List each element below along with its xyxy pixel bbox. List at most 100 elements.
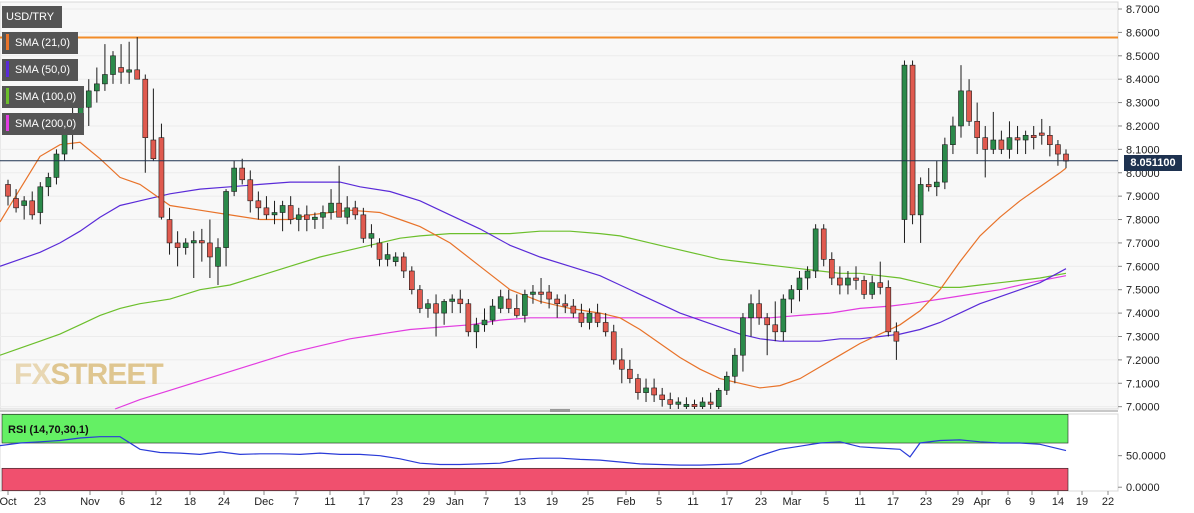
candle-bullish [748, 303, 754, 319]
sma-50-swatch [6, 61, 9, 78]
legend-sma-50[interactable]: SMA (50,0) [2, 59, 79, 81]
candle-bearish [5, 184, 11, 197]
candle-bearish [538, 291, 544, 295]
candle-bearish [336, 202, 342, 218]
candle-bullish [473, 324, 480, 333]
y-tick-label: 7.3000 [1126, 331, 1160, 343]
candle-bullish [933, 181, 940, 188]
candle-bearish [1055, 144, 1061, 155]
x-tick-label: 6 [1005, 496, 1011, 508]
candle-bearish [909, 64, 916, 216]
x-tick-label: 5 [656, 496, 662, 508]
candle-bullish [45, 177, 52, 188]
candle-bearish [651, 387, 657, 396]
candle-bullish [312, 216, 318, 220]
x-tick-label: 23 [34, 496, 46, 508]
candle-bullish [530, 291, 536, 295]
y-tick-label: 7.1000 [1126, 378, 1160, 390]
y-tick-label: 7.7000 [1126, 238, 1160, 250]
candle-bullish [942, 144, 948, 183]
candle-bearish [974, 120, 980, 138]
rsi-line [0, 436, 1067, 466]
candle-bearish [352, 207, 359, 216]
x-tick-label: 11 [324, 496, 335, 508]
candle-bullish [958, 90, 964, 127]
rsi-oversold-zone [1, 467, 1069, 491]
candle-bearish [578, 312, 585, 323]
rsi-overbought-zone [1, 414, 1069, 444]
candle-bearish [570, 305, 577, 314]
y-tick-label: 7.4000 [1126, 308, 1160, 320]
candle-bearish [764, 317, 770, 326]
sma-200-label: SMA (200,0) [15, 118, 77, 130]
legend-sma-100[interactable]: SMA (100,0) [2, 86, 85, 108]
candle-bearish [893, 331, 900, 342]
candle-bearish [207, 242, 213, 258]
candle-bullish [215, 247, 221, 267]
x-tick-label: Jan [446, 496, 464, 508]
candle-bearish [618, 359, 625, 370]
candle-bullish [901, 64, 908, 220]
candle-bullish [522, 294, 528, 316]
candle-bullish [699, 401, 706, 407]
sma-100-swatch [6, 88, 9, 105]
candle-bearish [602, 322, 609, 333]
y-tick-label: 7.2000 [1126, 355, 1160, 367]
candle-bullish [740, 317, 746, 356]
x-tick-label: 25 [582, 496, 594, 508]
candle-bearish [1047, 135, 1053, 145]
last-price-tag: 8.051100 [1124, 155, 1182, 171]
candle-bullish [489, 305, 496, 321]
candle-bearish [1038, 132, 1045, 136]
candle-bullish [279, 205, 286, 213]
candle-bullish [586, 312, 593, 323]
rsi-tick-label: 0.0000 [1126, 482, 1160, 494]
x-tick-label: 17 [721, 496, 733, 508]
y-tick-label: 8.1000 [1126, 144, 1160, 156]
candle-bearish [166, 219, 173, 244]
x-tick-label: 23 [391, 496, 403, 508]
candle-bullish [796, 277, 803, 291]
y-tick-label: 7.6000 [1126, 261, 1160, 273]
candle-bullish [85, 90, 92, 108]
candle-bullish [271, 212, 278, 216]
candle-bearish [514, 308, 520, 316]
candle-bullish [497, 296, 504, 309]
legend-sma-200[interactable]: SMA (200,0) [2, 113, 85, 135]
candle-bearish [691, 404, 698, 407]
candle-bearish [772, 324, 779, 333]
candle-bearish [925, 184, 932, 188]
sma-100-line [0, 230, 1067, 356]
y-tick-label: 7.5000 [1126, 285, 1160, 297]
candle-bullish [392, 256, 399, 262]
candle-bearish [627, 368, 633, 379]
x-tick-label: 29 [423, 496, 435, 508]
y-tick-label: 7.0000 [1126, 402, 1160, 414]
candle-bullish [812, 228, 819, 272]
candle-bullish [223, 191, 229, 248]
y-tick-label: 7.8000 [1126, 215, 1160, 227]
candle-bullish [320, 212, 326, 218]
sma-50-label: SMA (50,0) [15, 64, 71, 76]
y-tick-label: 8.2000 [1126, 121, 1160, 133]
candle-bullish [715, 389, 722, 407]
fxstreet-logo: FXSTREET [14, 358, 164, 391]
candle-bearish [199, 240, 205, 244]
candle-bullish [102, 74, 108, 85]
candle-bearish [756, 303, 762, 319]
candle-bullish [950, 125, 956, 145]
candle-bearish [150, 139, 157, 160]
candle-bullish [683, 404, 690, 407]
candle-bearish [174, 242, 181, 248]
candle-bearish [1030, 135, 1037, 138]
candle-bearish [554, 298, 560, 305]
candle-bearish [433, 303, 439, 314]
candle-bullish [110, 55, 116, 75]
legend-sma-21[interactable]: SMA (21,0) [2, 32, 79, 54]
y-tick-label: 8.6000 [1126, 27, 1160, 39]
candle-bearish [667, 399, 674, 405]
candle-bullish [481, 319, 488, 326]
candle-bearish [400, 256, 407, 272]
rsi-label: RSI (14,70,30,1) [8, 424, 89, 436]
candle-bullish [425, 303, 431, 309]
